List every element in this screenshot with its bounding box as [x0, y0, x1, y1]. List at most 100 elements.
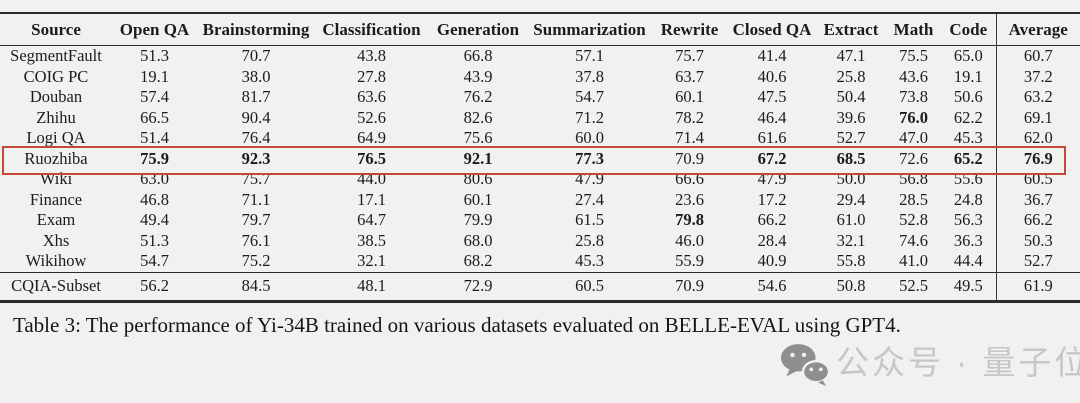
col-header-average: Average — [995, 13, 1080, 46]
table-row: COIG PC 19.1 38.0 27.8 43.9 37.8 63.7 40.6 25.8 4… — [0, 66, 1080, 87]
cell-value: 76.1 — [241, 230, 271, 250]
cell-value: 75.7 — [241, 169, 271, 189]
cell-value: 90.4 — [241, 107, 271, 127]
cell-value: 66.2 — [995, 210, 1080, 231]
col-header-generation: Generation — [428, 13, 528, 46]
cell-value: 52.7 — [836, 128, 866, 148]
cell-value: 32.1 — [357, 251, 386, 271]
watermark: 公众号 · 量子位 — [780, 334, 1080, 388]
cell-value: 52.6 — [357, 107, 386, 127]
row-source-label: Exam — [36, 210, 76, 230]
cell-value: 60.0 — [575, 128, 604, 148]
cell-value: 27.8 — [357, 66, 386, 86]
col-header-extract: Extract — [816, 13, 886, 46]
cell-value: 92.3 — [241, 148, 271, 168]
results-table: Source Open QA Brainstorming Classificat… — [0, 12, 1080, 303]
cell-value: 38.5 — [357, 230, 386, 250]
cell-value: 60.5 — [995, 169, 1080, 190]
cell-value: 80.6 — [463, 169, 493, 189]
cell-value: 55.9 — [675, 251, 704, 271]
cell-value: 56.2 — [112, 271, 197, 301]
cell-value: 63.6 — [357, 87, 386, 107]
cell-value: 45.3 — [575, 251, 604, 271]
table-row: Logi QA 51.4 76.4 64.9 75.6 60.0 71.4 61.6 52.7 4… — [0, 128, 1080, 149]
col-header-brainstorming: Brainstorming — [197, 13, 315, 46]
cell-value: 82.6 — [463, 107, 493, 127]
cell-value: 66.2 — [757, 210, 787, 230]
cell-value: 40.9 — [757, 251, 787, 271]
cell-value: 28.4 — [757, 230, 787, 250]
cell-value: 23.6 — [675, 189, 704, 209]
cell-value: 46.8 — [140, 189, 169, 209]
cell-value: 72.9 — [428, 271, 528, 301]
cell-value: 27.4 — [575, 189, 604, 209]
table-row: Wikihow 54.7 75.2 32.1 68.2 45.3 55.9 40.9 55.8 4… — [0, 251, 1080, 272]
cell-value: 47.9 — [757, 169, 787, 189]
table-body: SegmentFault 51.3 70.7 43.8 66.8 57.1 75.7 41.4… — [0, 45, 1080, 301]
cell-value: 75.9 — [140, 148, 169, 168]
cell-value: 36.3 — [953, 230, 983, 250]
row-source-label: CQIA-Subset — [0, 271, 112, 301]
cell-value: 84.5 — [197, 271, 315, 301]
cell-value: 40.6 — [757, 66, 787, 86]
cell-value: 19.1 — [140, 66, 169, 86]
cell-value: 47.0 — [899, 128, 928, 148]
cell-value: 62.2 — [953, 107, 983, 127]
cell-value: 71.4 — [675, 128, 704, 148]
cell-value: 47.1 — [836, 46, 866, 66]
cell-value: 66.8 — [463, 46, 493, 66]
cell-value: 76.2 — [463, 87, 493, 107]
cell-value: 52.5 — [886, 271, 941, 301]
cell-value: 75.2 — [241, 251, 271, 271]
cell-value: 77.3 — [575, 148, 604, 168]
row-source-label: Zhihu — [36, 107, 76, 127]
cell-value: 43.6 — [899, 66, 928, 86]
cell-value: 25.8 — [575, 230, 604, 250]
watermark-text: 公众号 · 量子位 — [836, 344, 1080, 381]
cell-value: 46.4 — [757, 107, 787, 127]
cell-value: 45.3 — [953, 128, 983, 148]
cell-value: 50.4 — [836, 87, 866, 107]
col-header-rewrite: Rewrite — [651, 13, 728, 46]
cell-value: 61.6 — [757, 128, 787, 148]
cell-value: 68.2 — [463, 251, 493, 271]
cell-value: 47.9 — [575, 169, 604, 189]
row-source-label: Finance — [29, 189, 83, 209]
cell-value: 50.8 — [816, 271, 886, 301]
cell-value: 69.1 — [995, 107, 1080, 128]
cell-value: 49.4 — [140, 210, 169, 230]
cell-value: 63.2 — [995, 87, 1080, 108]
wechat-icon — [780, 344, 830, 387]
cell-value: 67.2 — [757, 148, 787, 168]
cell-value: 37.8 — [575, 66, 604, 86]
cell-value: 19.1 — [953, 66, 983, 86]
cell-value: 44.0 — [357, 169, 386, 189]
cell-value: 63.0 — [140, 169, 169, 189]
cell-value: 51.4 — [140, 128, 169, 148]
row-source-label: Wikihow — [25, 251, 87, 271]
cell-value: 41.0 — [899, 251, 928, 271]
row-source-label: COIG PC — [23, 66, 89, 86]
cell-value: 17.2 — [757, 189, 787, 209]
table-row: Douban 57.4 81.7 63.6 76.2 54.7 60.1 47.5 50.4 73… — [0, 87, 1080, 108]
row-source-label: Xhs — [42, 230, 70, 250]
cell-value: 24.8 — [953, 189, 983, 209]
cell-value: 54.7 — [140, 251, 169, 271]
table-row: Exam 49.4 79.7 64.7 79.9 61.5 79.8 66.2 61.0 52.8… — [0, 210, 1080, 231]
cell-value: 65.0 — [953, 46, 983, 66]
table-row: Wiki 63.0 75.7 44.0 80.6 47.9 66.6 47.9 50.0 56.8… — [0, 169, 1080, 190]
col-header-classification: Classification — [315, 13, 428, 46]
cell-value: 54.6 — [728, 271, 816, 301]
cell-value: 68.0 — [463, 230, 493, 250]
cell-value: 76.9 — [995, 148, 1080, 169]
cell-value: 54.7 — [575, 87, 604, 107]
cell-value: 50.0 — [836, 169, 866, 189]
cell-value: 60.1 — [675, 87, 704, 107]
cell-value: 25.8 — [836, 66, 866, 86]
cell-value: 56.8 — [899, 169, 928, 189]
cell-value: 52.7 — [995, 251, 1080, 272]
col-header-open-qa: Open QA — [112, 13, 197, 46]
cell-value: 75.6 — [463, 128, 493, 148]
cell-value: 55.8 — [836, 251, 866, 271]
row-source-label: SegmentFault — [10, 46, 102, 66]
